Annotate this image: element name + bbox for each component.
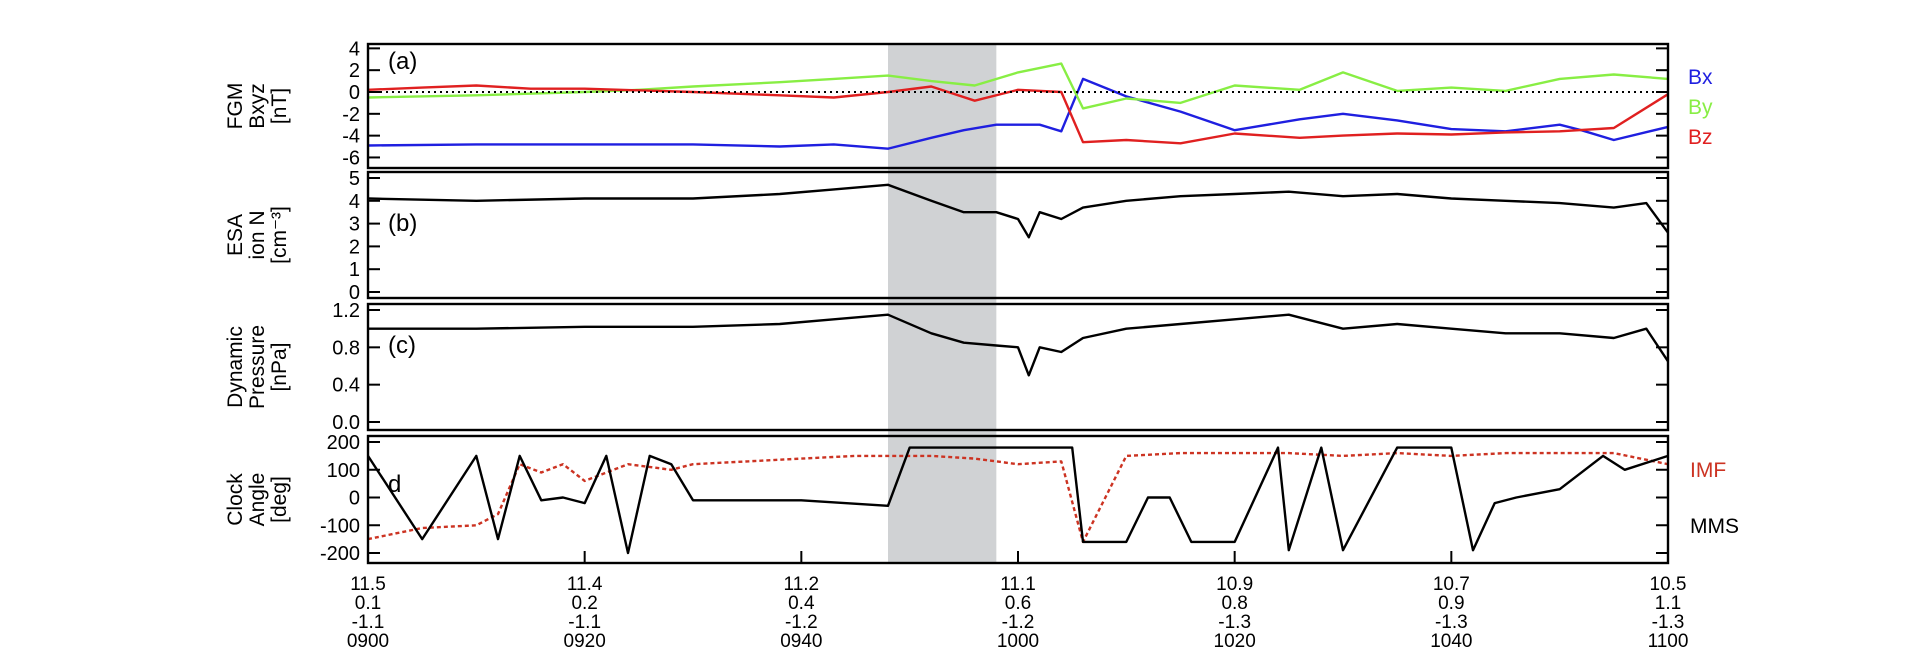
y-tick-label: -2 — [342, 104, 360, 126]
x-tick-label: 0.9 — [1438, 593, 1464, 614]
y-axis-label: Angle — [246, 473, 269, 527]
y-tick-label: 0.4 — [332, 375, 360, 397]
x-tick-label: 0940 — [780, 631, 822, 652]
y-tick-label: 3 — [349, 214, 360, 236]
legend-label-mms: MMS — [1690, 515, 1739, 538]
legend-label-bz: Bz — [1688, 126, 1713, 149]
x-tick-label: 0.4 — [788, 593, 815, 614]
y-tick-label: -4 — [342, 126, 360, 148]
x-tick-label: -1.3 — [1652, 612, 1685, 633]
y-axis-label: Clock — [224, 473, 247, 526]
x-tick-label: 1040 — [1430, 631, 1472, 652]
x-tick-label: 0.8 — [1221, 593, 1247, 614]
x-tick-label: 1020 — [1214, 631, 1256, 652]
x-tick-label: 1000 — [997, 631, 1039, 652]
x-tick-label: 0900 — [347, 631, 389, 652]
series-line-d-mms — [366, 446, 1669, 555]
x-tick-label: -1.3 — [1218, 612, 1251, 633]
series-layer — [366, 62, 1669, 555]
panel-frame-b — [366, 170, 1670, 300]
panel-label-d: d — [388, 471, 401, 498]
x-tick-label: 11.1 — [1000, 574, 1036, 595]
x-tick-label: -1.1 — [568, 612, 601, 633]
series-line-a-by — [367, 62, 1669, 110]
x-tick-label: 11.2 — [784, 574, 820, 595]
legend-label-imf: IMF — [1690, 459, 1726, 482]
y-axis-label: [cm⁻³] — [268, 206, 291, 264]
x-tick-label: 0.2 — [571, 593, 597, 614]
panel-label-a: (a) — [388, 48, 417, 75]
x-tick-label: -1.1 — [352, 612, 385, 633]
x-tick-label: -1.2 — [785, 612, 818, 633]
legend-label-by: By — [1688, 96, 1713, 119]
y-tick-label: 100 — [327, 460, 360, 482]
y-tick-label: 4 — [349, 191, 360, 213]
panel-frame-c — [366, 302, 1670, 432]
x-tick-label: 11.4 — [567, 574, 603, 595]
y-tick-label: 0 — [349, 488, 360, 510]
frame-layer — [366, 42, 1670, 565]
x-tick-label: 11.5 — [350, 574, 386, 595]
y-tick-label: -100 — [320, 515, 360, 537]
x-tick-label: 0.6 — [1005, 593, 1031, 614]
y-tick-label: 5 — [349, 168, 360, 190]
y-tick-label: 4 — [349, 38, 360, 60]
y-axis-label: [nT] — [268, 88, 291, 124]
y-axis-label: ESA — [224, 214, 247, 256]
y-tick-label: 0.0 — [332, 412, 360, 434]
y-tick-label: 2 — [349, 60, 360, 82]
y-axis-label: FGM — [224, 83, 247, 130]
x-tick-label: 1100 — [1648, 631, 1689, 652]
y-tick-label: 200 — [327, 432, 360, 454]
y-tick-label: 0.8 — [332, 337, 360, 359]
y-axis-label: [deg] — [268, 476, 291, 523]
x-tick-label: -1.2 — [1002, 612, 1035, 633]
y-axis-label: Bxyz — [246, 83, 269, 129]
y-tick-label: 0 — [349, 82, 360, 104]
x-tick-label: 0920 — [564, 631, 606, 652]
x-tick-label: 10.9 — [1216, 574, 1253, 595]
series-line-a-bz — [367, 84, 1669, 145]
series-line-c-main — [368, 313, 1669, 377]
panel-frame-a — [366, 42, 1670, 170]
series-line-b-main — [367, 183, 1669, 239]
y-tick-label: 1.2 — [332, 300, 360, 322]
series-line-d-imf — [367, 451, 1669, 544]
y-tick-label: 2 — [349, 236, 360, 258]
panel-label-c: (c) — [388, 332, 416, 359]
panel-label-b: (b) — [388, 210, 417, 237]
x-tick-label: 1.1 — [1655, 593, 1681, 614]
y-axis-label: Dynamic — [224, 326, 247, 408]
x-tick-label: 0.1 — [355, 593, 381, 614]
y-tick-label: -6 — [342, 147, 360, 169]
y-tick-label: 0 — [349, 282, 360, 304]
y-axis-label: ion N — [246, 210, 269, 259]
legend-label-bx: Bx — [1688, 66, 1713, 89]
y-axis-label: [nPa] — [268, 342, 291, 391]
x-tick-label: 10.5 — [1650, 574, 1687, 595]
y-axis-label: Pressure — [246, 325, 269, 409]
y-tick-label: 1 — [349, 259, 360, 281]
x-tick-label: -1.3 — [1435, 612, 1468, 633]
y-tick-label: -200 — [320, 543, 360, 565]
x-tick-label: 10.7 — [1433, 574, 1470, 595]
